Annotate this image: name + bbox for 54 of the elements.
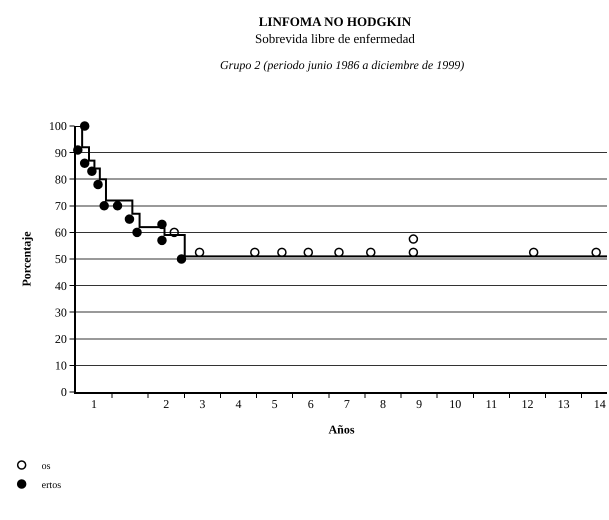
text: Grupo 2 (periodo junio 1986 a diciembre de 1999): [220, 58, 464, 72]
x-tick-label: 6: [308, 397, 314, 412]
x-tick-label: 13: [558, 397, 570, 412]
y-tick-label: 20: [54, 332, 67, 346]
point: [528, 248, 538, 258]
y-axis-title: Porcentaje: [20, 230, 34, 287]
y-tick-label: 90: [54, 146, 67, 160]
point: [157, 236, 167, 246]
point: [194, 248, 204, 258]
x-tick-label: 12: [522, 397, 534, 412]
x-tick-label: 3: [199, 397, 206, 412]
point: [334, 248, 344, 258]
x-tick-label: 7: [344, 397, 350, 412]
point: [408, 248, 418, 258]
point: [112, 201, 122, 211]
x-tick-label: 10: [449, 397, 462, 412]
point: [250, 248, 260, 258]
y-tick-label: 30: [54, 305, 67, 320]
y-tick-label: 60: [54, 226, 67, 240]
point: [408, 234, 418, 244]
legend-label: ertos: [42, 480, 62, 491]
x-tick-label: 2: [163, 397, 170, 412]
point: [87, 166, 97, 176]
point: [80, 158, 90, 168]
x-tick-label: 14: [594, 397, 606, 412]
y-tick-label: 0: [60, 385, 67, 400]
point: [591, 248, 601, 258]
x-axis-title: Años: [328, 422, 355, 437]
point: [80, 121, 90, 131]
point: [170, 228, 179, 238]
x-tick-label: 11: [486, 397, 498, 412]
y-tick-label: 80: [54, 172, 67, 186]
legend-label: os: [42, 460, 51, 472]
point: [157, 220, 167, 230]
point: [99, 201, 109, 211]
point: [176, 254, 186, 264]
point: [366, 248, 376, 258]
y-tick-label: 40: [54, 278, 67, 293]
x-tick-label: 1: [91, 397, 98, 412]
point: [277, 248, 287, 258]
chart-title: LINFOMA NO HODGKIN: [258, 14, 412, 29]
point: [124, 214, 134, 224]
y-tick-label: 10: [54, 358, 67, 373]
x-tick-label: 9: [416, 397, 422, 412]
y-tick-label: 50: [54, 252, 67, 266]
chart-subtitle: Sobrevida libre de enfermedad: [254, 30, 416, 46]
y-tick-label: 70: [54, 199, 67, 213]
x-tick-label: 4: [236, 397, 242, 412]
point: [304, 248, 314, 258]
point: [93, 180, 103, 190]
x-tick-label: 5: [272, 397, 278, 412]
y-tick-label: 100: [48, 119, 67, 134]
x-tick-label: 8: [380, 397, 386, 412]
point: [132, 228, 142, 238]
